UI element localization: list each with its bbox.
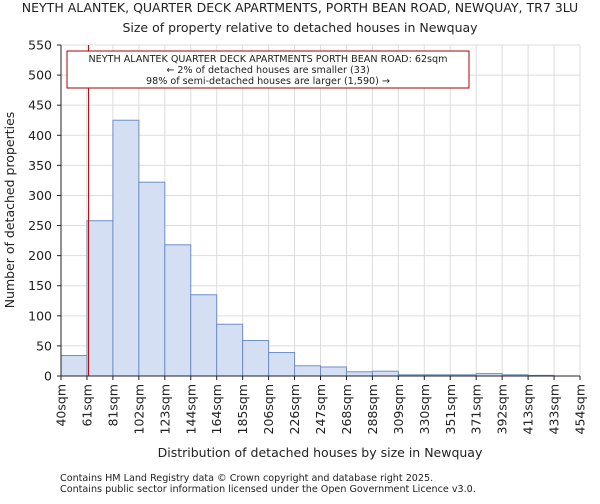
y-tick-label: 200 [28,248,52,263]
x-tick-label: 454sqm [573,384,588,434]
y-tick-label: 50 [36,338,52,353]
x-tick-label: 288sqm [365,384,380,434]
annotation-line-2: ← 2% of detached houses are smaller (33) [166,65,369,76]
x-tick-label: 81sqm [105,384,120,427]
y-tick-label: 350 [28,158,52,173]
bar-206sqm [268,352,296,377]
bar-268sqm [345,371,373,377]
bar-123sqm [164,244,192,377]
x-tick-label: 330sqm [417,384,432,434]
y-tick-label: 0 [44,369,52,384]
y-tick-label: 150 [28,278,52,293]
bar-144sqm [190,294,218,377]
x-tick-label: 309sqm [391,384,406,434]
bar-288sqm [371,370,399,377]
chart-title: NEYTH ALANTEK, QUARTER DECK APARTMENTS, … [22,0,578,15]
x-tick-label: 226sqm [287,384,302,434]
x-tick-label: 206sqm [261,384,276,434]
x-tick-label: 102sqm [131,384,146,434]
bar-164sqm [216,323,244,377]
x-tick-label: 40sqm [54,384,69,427]
x-tick-label: 268sqm [339,384,354,434]
y-tick-label: 550 [28,38,52,53]
x-tick-label: 123sqm [157,384,172,434]
x-tick-label: 371sqm [469,384,484,434]
y-tick-label: 400 [28,128,52,143]
annotation-line-3: 98% of semi-detached houses are larger (… [146,76,390,87]
footer-line-2: Contains public sector information licen… [60,484,476,495]
y-tick-label: 100 [28,308,52,323]
x-tick-label: 144sqm [183,384,198,434]
bar-247sqm [320,366,347,377]
x-axis-label: Distribution of detached houses by size … [158,445,483,460]
bar-102sqm [138,181,166,377]
y-tick-label: 250 [28,218,52,233]
x-tick-label: 61sqm [79,384,94,427]
annotation-line-1: NEYTH ALANTEK QUARTER DECK APARTMENTS PO… [88,54,447,65]
bar-40sqm [60,355,88,377]
y-tick-label: 300 [28,188,52,203]
y-tick-label: 500 [28,68,52,83]
axis-layer: 0 50 100 150 200 250 300 350 400 450 500 550 40sqm 61… [28,38,587,435]
bar-226sqm [294,365,321,377]
annotation-box: NEYTH ALANTEK QUARTER DECK APARTMENTS PO… [66,50,470,89]
annotation-border [66,50,470,89]
x-tick-label: 413sqm [521,384,536,434]
x-tick-label: 433sqm [547,384,562,434]
chart-subtitle: Size of property relative to detached ho… [122,20,478,35]
bar-81sqm [112,119,140,377]
x-tick-label: 164sqm [209,384,224,434]
y-axis-label: Number of detached properties [2,112,17,309]
bar-layer [60,119,555,377]
bar-61sqm [86,220,114,377]
x-tick-label: 392sqm [495,384,510,434]
bar-185sqm [242,339,270,377]
y-tick-label: 450 [28,98,52,113]
x-tick-label: 247sqm [313,384,328,434]
x-tick-label: 351sqm [443,384,458,434]
footer-line-1: Contains HM Land Registry data © Crown c… [60,473,433,484]
x-tick-label: 185sqm [235,384,250,434]
